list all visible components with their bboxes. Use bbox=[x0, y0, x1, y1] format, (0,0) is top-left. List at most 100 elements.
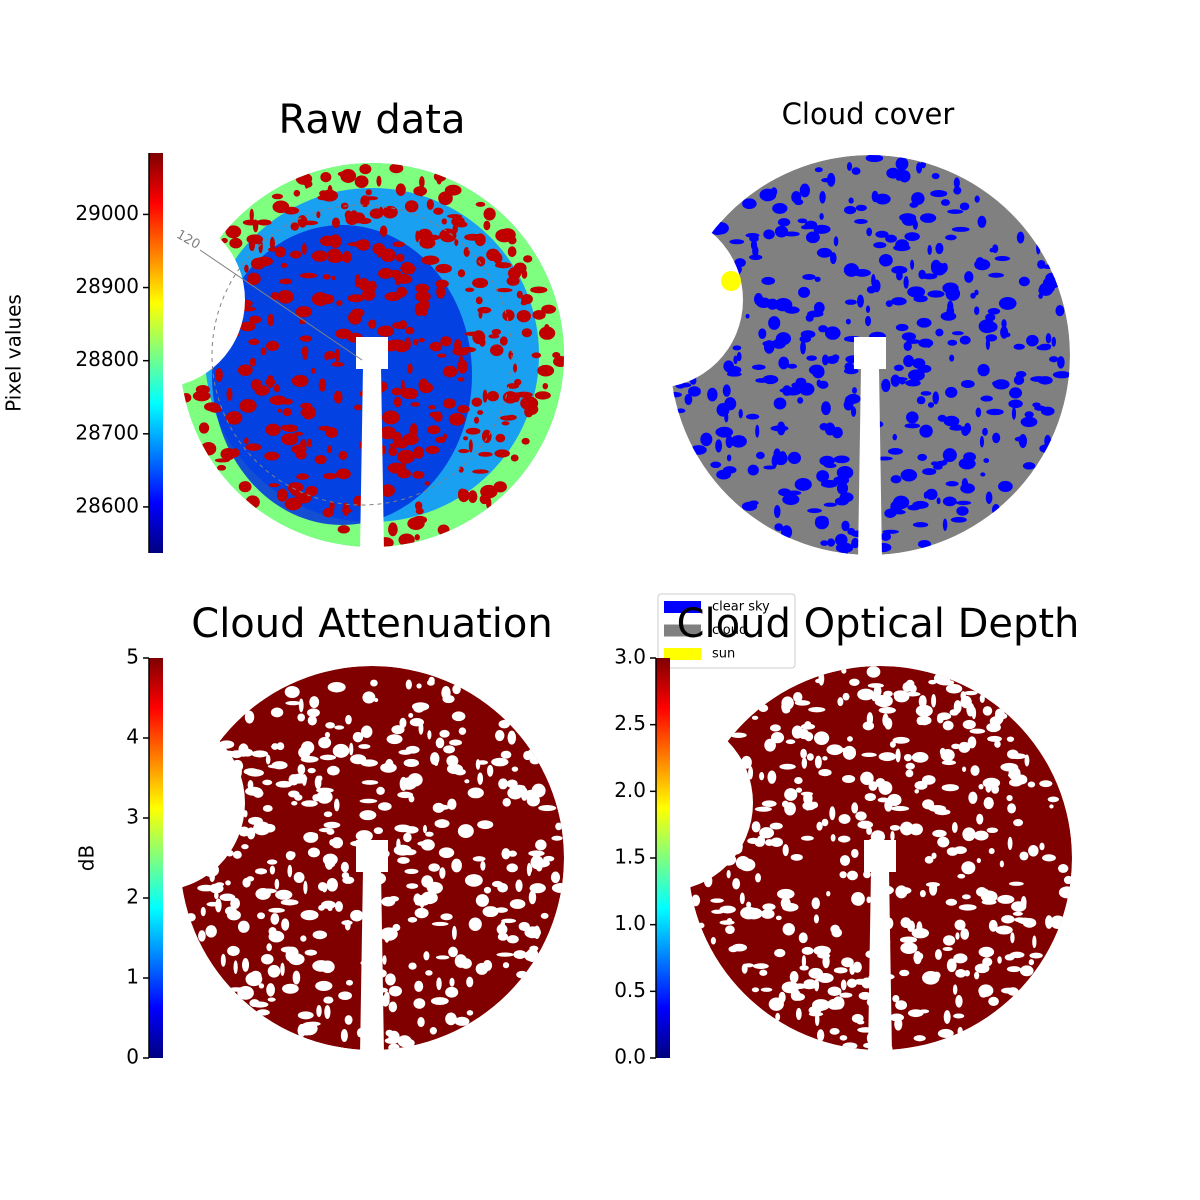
blob bbox=[807, 508, 822, 514]
blob bbox=[334, 798, 340, 812]
blob bbox=[903, 341, 912, 351]
blob bbox=[724, 397, 737, 411]
blob bbox=[395, 253, 405, 262]
blob bbox=[206, 901, 220, 907]
blob bbox=[483, 886, 492, 894]
blob bbox=[495, 433, 506, 443]
blob bbox=[976, 857, 981, 864]
blob bbox=[797, 218, 808, 224]
blob bbox=[391, 387, 403, 396]
blob bbox=[997, 956, 1002, 964]
blob bbox=[918, 269, 926, 280]
blob bbox=[893, 364, 904, 372]
blob bbox=[291, 374, 309, 387]
tick-label: 3.0 bbox=[614, 645, 646, 669]
blob bbox=[779, 763, 796, 770]
blob bbox=[247, 272, 261, 285]
blob bbox=[845, 318, 851, 325]
blob bbox=[909, 823, 923, 836]
blob bbox=[268, 907, 285, 913]
blob bbox=[899, 936, 918, 944]
blob bbox=[399, 717, 407, 729]
blob bbox=[957, 873, 966, 879]
blob bbox=[1007, 836, 1013, 850]
blob bbox=[981, 899, 997, 905]
blob bbox=[770, 837, 783, 848]
blob bbox=[457, 824, 474, 838]
blob bbox=[268, 483, 280, 488]
blob bbox=[209, 883, 224, 894]
blob bbox=[230, 897, 241, 910]
blob bbox=[755, 873, 761, 883]
blob bbox=[316, 211, 321, 219]
blob bbox=[804, 732, 814, 742]
blob bbox=[323, 472, 338, 480]
blob bbox=[538, 804, 557, 812]
blob bbox=[380, 248, 396, 263]
blob bbox=[958, 457, 976, 470]
blob bbox=[340, 861, 349, 873]
blob bbox=[270, 292, 280, 300]
blob bbox=[814, 276, 821, 282]
blob bbox=[466, 976, 474, 988]
blob bbox=[711, 909, 725, 914]
blob bbox=[449, 739, 463, 746]
blob bbox=[876, 456, 893, 461]
blob bbox=[676, 408, 686, 414]
blob bbox=[775, 332, 792, 346]
blob bbox=[246, 827, 256, 840]
blob bbox=[435, 263, 452, 274]
blob bbox=[361, 725, 373, 739]
blob bbox=[857, 820, 874, 829]
blob bbox=[839, 855, 851, 866]
blob bbox=[937, 836, 950, 848]
blob bbox=[555, 822, 563, 831]
blob bbox=[943, 415, 960, 427]
blob bbox=[960, 483, 975, 494]
blob bbox=[418, 298, 430, 312]
blob bbox=[358, 744, 371, 749]
blob bbox=[982, 706, 993, 716]
blob bbox=[892, 433, 898, 441]
blob bbox=[407, 916, 418, 923]
blob bbox=[254, 385, 270, 396]
blob bbox=[277, 289, 294, 304]
blob bbox=[466, 1010, 474, 1016]
blob bbox=[997, 894, 1015, 904]
blob bbox=[837, 697, 844, 707]
blob bbox=[499, 415, 517, 421]
blob bbox=[290, 851, 296, 859]
blob bbox=[985, 491, 993, 505]
blob bbox=[280, 962, 285, 976]
legend-label: clear sky bbox=[712, 600, 770, 615]
blob bbox=[502, 309, 515, 322]
blob bbox=[961, 861, 976, 875]
blob bbox=[873, 830, 884, 836]
blob bbox=[971, 707, 977, 720]
blob bbox=[225, 880, 231, 886]
blob bbox=[790, 989, 801, 1001]
blob bbox=[465, 287, 475, 292]
blob bbox=[445, 1012, 457, 1026]
blob bbox=[413, 186, 428, 196]
blob bbox=[882, 529, 899, 534]
blob bbox=[812, 999, 828, 1012]
blob bbox=[397, 1035, 412, 1048]
blob bbox=[1018, 276, 1030, 287]
blob bbox=[781, 525, 793, 539]
blob bbox=[318, 378, 326, 392]
blob bbox=[464, 779, 470, 784]
blob bbox=[945, 234, 957, 241]
blob bbox=[324, 352, 329, 361]
blob bbox=[385, 973, 396, 986]
blob bbox=[795, 787, 803, 793]
blob bbox=[271, 193, 284, 200]
blob bbox=[953, 700, 962, 714]
blob bbox=[448, 946, 458, 958]
blob bbox=[359, 810, 377, 821]
blob bbox=[355, 830, 373, 842]
blob bbox=[276, 488, 288, 502]
blob bbox=[903, 753, 912, 762]
blob bbox=[849, 678, 860, 686]
blob bbox=[751, 821, 761, 833]
